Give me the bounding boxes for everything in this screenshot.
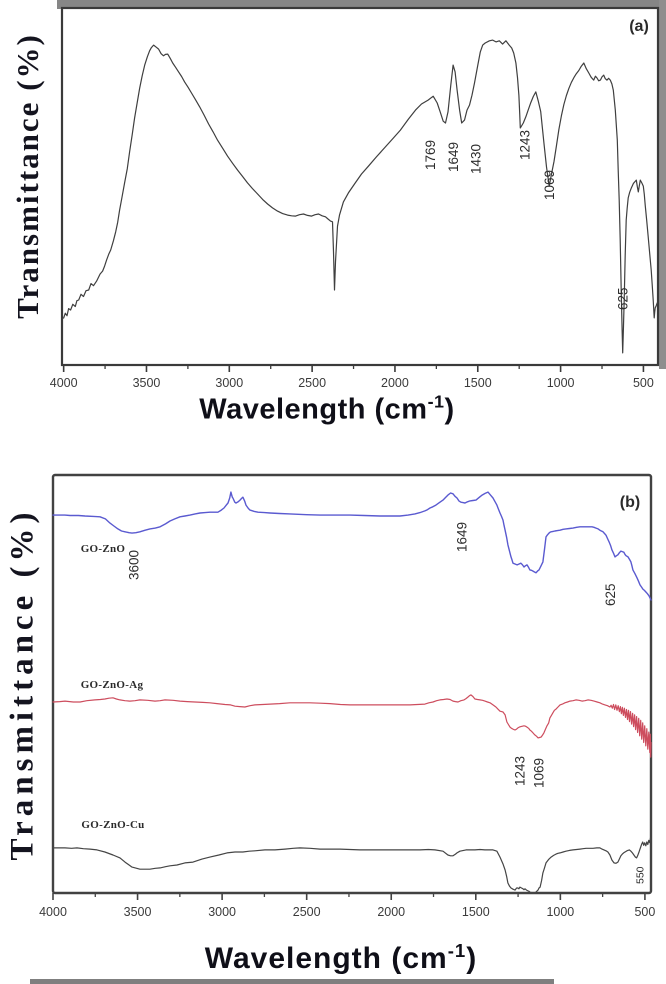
peak-annotation: 1649 xyxy=(455,522,470,552)
x-axis-tick-label: 3000 xyxy=(215,376,243,390)
peak-annotation: 625 xyxy=(603,583,618,606)
x-axis-title-b-text: Wavelength (cm xyxy=(204,942,448,975)
spectrum-curve-GO-ZnO-Cu xyxy=(52,837,652,894)
y-axis-title-b: Transmittance (%) xyxy=(4,507,41,861)
peak-annotation: 1649 xyxy=(446,142,461,172)
spectrum-curve xyxy=(61,39,658,354)
x-axis-tick-label: 3500 xyxy=(133,376,161,390)
x-axis-tick-label: 3000 xyxy=(208,905,236,919)
series-label: GO-ZnO-Ag xyxy=(81,679,144,691)
scan-edge-right xyxy=(659,0,666,369)
x-axis-tick-label: 1500 xyxy=(464,376,492,390)
x-axis-title-a: Wavelength (cm-1) xyxy=(199,392,454,427)
x-axis-tick-label: 2000 xyxy=(377,905,405,919)
x-axis-tick-label: 500 xyxy=(633,376,654,390)
ftir-chart-panel-b: 4000 3500 3000 2500 2000 1500 1000 500 GO-ZnO GO-… xyxy=(39,473,655,919)
x-axis-tick-label: 2500 xyxy=(298,376,326,390)
x-axis-tick-label: 3500 xyxy=(124,905,152,919)
scan-edge-bottom xyxy=(30,979,554,984)
series-label: GO-ZnO-Cu xyxy=(81,819,144,831)
x-axis-title-b-superscript: -1 xyxy=(447,940,467,961)
x-axis-tick-label: 4000 xyxy=(50,376,78,390)
x-axis-tick-label: 2000 xyxy=(381,376,409,390)
x-axis-tick-label: 4000 xyxy=(39,905,67,919)
x-axis-tick-label: 1000 xyxy=(547,376,575,390)
x-axis-title-b-close: ) xyxy=(466,942,478,975)
peak-annotation: 625 xyxy=(616,287,631,310)
plot-border xyxy=(51,473,653,895)
y-axis-title-a: Transmittance (%) xyxy=(10,33,45,319)
x-axis-title-a-close: ) xyxy=(444,393,455,426)
series-label: GO-ZnO xyxy=(81,543,126,555)
spectrum-curve-GO-ZnO xyxy=(52,491,652,601)
peak-annotation: 3600 xyxy=(127,550,142,580)
scan-edge-top xyxy=(57,0,666,9)
x-axis-title-a-superscript: -1 xyxy=(427,391,445,412)
peak-annotation: 1769 xyxy=(423,140,438,170)
x-axis-tick-label: 1500 xyxy=(462,905,490,919)
x-axis-tick-label: 2500 xyxy=(293,905,321,919)
x-axis-tick-label: 1000 xyxy=(546,905,574,919)
plot-border xyxy=(60,6,660,367)
peak-annotation: 1069 xyxy=(542,170,557,200)
peak-annotation: 1243 xyxy=(512,756,527,786)
peak-annotation: 1243 xyxy=(517,130,532,160)
x-axis-title-a-text: Wavelength (cm xyxy=(199,393,428,426)
spectrum-curve-GO-ZnO-Ag xyxy=(52,694,652,758)
peak-annotation: 1430 xyxy=(468,144,483,174)
ftir-chart-panel-a: 4000 3500 3000 2500 2000 1500 1000 500 1769 1649 1… xyxy=(50,6,660,390)
panel-label: (a) xyxy=(629,18,649,35)
peak-annotation: 550 xyxy=(634,866,646,884)
x-axis-tick-label: 500 xyxy=(634,905,655,919)
panel-label: (b) xyxy=(620,494,640,511)
peak-annotation: 1069 xyxy=(532,758,547,788)
x-axis-title-b: Wavelength (cm-1) xyxy=(205,940,477,976)
